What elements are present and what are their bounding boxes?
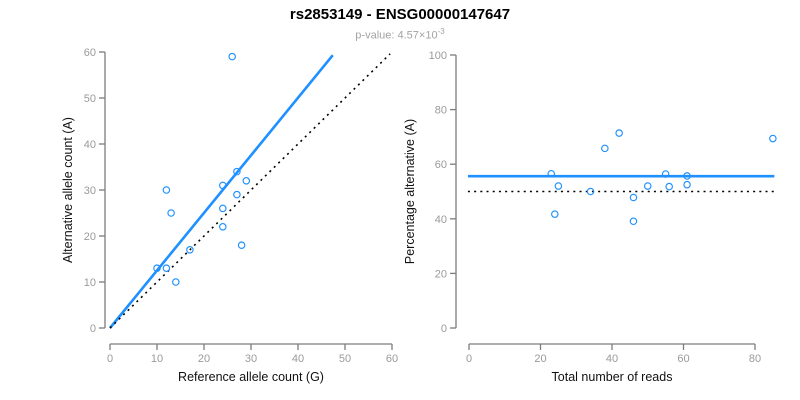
data-point xyxy=(665,182,673,191)
x-tick-label: 0 xyxy=(107,353,113,365)
plot-title: rs2853149 - ENSG00000147647 xyxy=(289,6,511,23)
data-point xyxy=(219,204,227,213)
data-point xyxy=(242,177,251,185)
x-tick-label: 30 xyxy=(245,353,257,365)
y-tick-label: 40 xyxy=(435,214,447,226)
y-tick-label: 0 xyxy=(90,323,96,335)
data-point xyxy=(233,167,241,176)
data-point xyxy=(643,182,652,190)
x-tick-label: 60 xyxy=(677,353,689,365)
data-point xyxy=(554,182,563,190)
data-point xyxy=(551,210,559,218)
y-tick-label: 20 xyxy=(84,231,96,243)
y-tick-label: 10 xyxy=(84,277,96,289)
plot-subtitle: p-value: 4.57×10-3 xyxy=(0,27,800,42)
y-tick-label: 100 xyxy=(429,50,447,62)
data-point xyxy=(601,144,609,153)
x-tick-label: 40 xyxy=(292,353,304,365)
x-axis-title: Total number of reads xyxy=(552,370,673,384)
x-tick-label: 60 xyxy=(386,353,398,365)
x-axis-title: Reference allele count (G) xyxy=(178,370,324,384)
x-tick-label: 0 xyxy=(466,353,472,365)
fitted-allelic-ratio-line xyxy=(108,54,334,329)
y-tick-label: 40 xyxy=(84,139,96,151)
y-tick-label: 0 xyxy=(441,323,447,335)
data-point xyxy=(683,180,691,189)
data-point xyxy=(162,264,171,272)
x-tick-label: 10 xyxy=(151,353,163,365)
x-tick-label: 50 xyxy=(339,353,351,365)
x-tick-label: 40 xyxy=(606,353,618,365)
y-axis-title: Percentage alternative (A) xyxy=(403,119,417,264)
y-tick-label: 80 xyxy=(435,105,447,117)
data-point xyxy=(186,246,194,254)
data-point xyxy=(615,129,623,137)
y-axis-title: Alternative allele count (A) xyxy=(61,117,75,263)
data-point xyxy=(162,186,171,194)
data-point xyxy=(547,169,555,178)
data-point xyxy=(661,170,670,178)
y-tick-label: 20 xyxy=(435,268,447,280)
y-tick-label: 60 xyxy=(84,47,96,59)
y-tick-label: 30 xyxy=(84,185,96,197)
identity-line xyxy=(109,53,391,329)
pvalue-exponent: -3 xyxy=(437,27,445,36)
data-point xyxy=(153,264,161,272)
data-point xyxy=(228,52,236,61)
data-point xyxy=(233,190,241,199)
data-point xyxy=(629,193,638,202)
pvalue-text: p-value: 4.57×10 xyxy=(355,29,438,42)
data-point xyxy=(219,181,227,190)
data-point xyxy=(219,223,227,231)
y-tick-label: 60 xyxy=(435,159,447,171)
data-point xyxy=(769,134,777,143)
data-point xyxy=(586,187,595,196)
data-point xyxy=(629,217,638,226)
data-point xyxy=(172,278,180,286)
x-tick-label: 20 xyxy=(198,353,210,365)
data-point xyxy=(237,241,246,249)
data-point xyxy=(167,209,175,217)
y-tick-label: 50 xyxy=(84,93,96,105)
x-tick-label: 20 xyxy=(534,353,546,365)
x-tick-label: 80 xyxy=(749,353,761,365)
data-point xyxy=(683,172,691,180)
